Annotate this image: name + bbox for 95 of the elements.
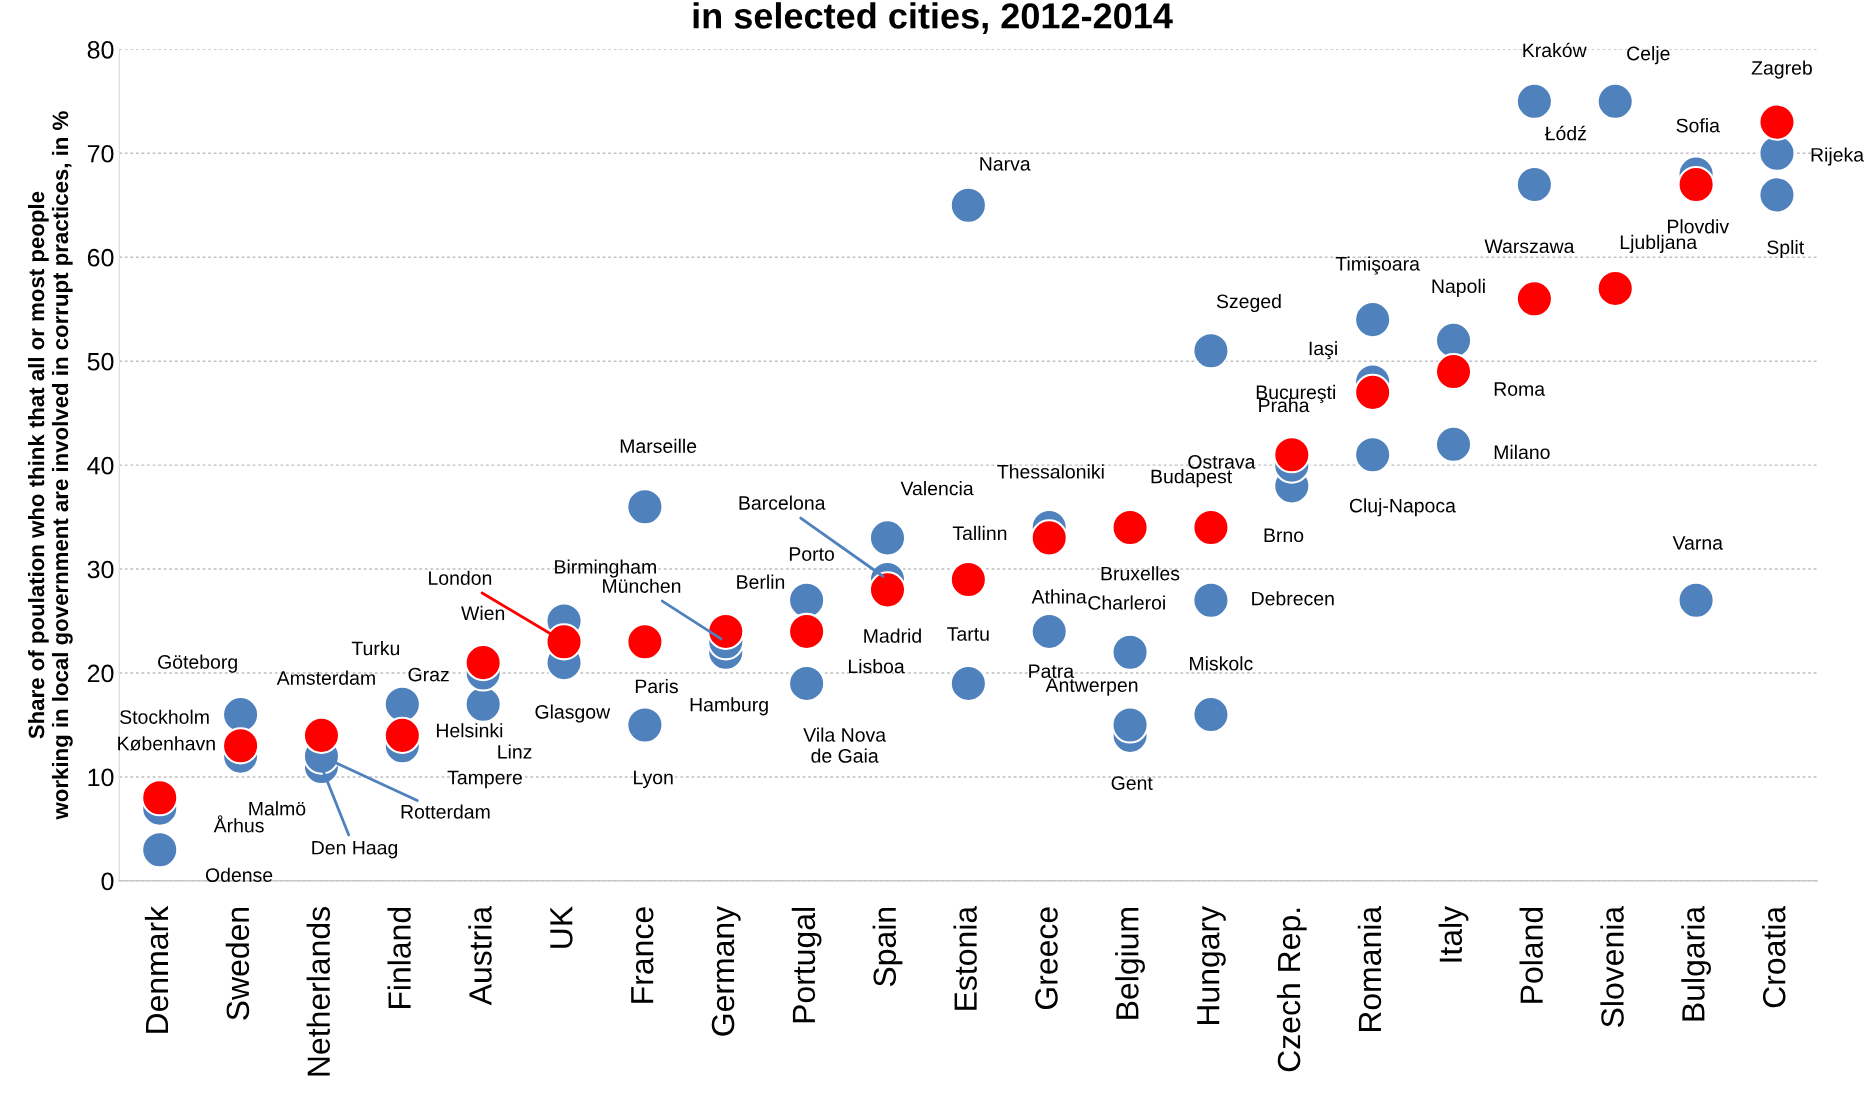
annotation: Thessaloniki bbox=[997, 464, 1104, 479]
x-tick-label: Croatia bbox=[1762, 905, 1786, 1008]
annotation: Athina bbox=[1031, 589, 1087, 604]
annotation: Gent bbox=[1111, 776, 1153, 790]
annotation: Madrid bbox=[864, 628, 921, 643]
x-tick-label: Romania bbox=[1357, 905, 1382, 1032]
annotation: Wien bbox=[461, 605, 505, 621]
x-tick-label: Czech Rep. bbox=[1276, 908, 1307, 1072]
annotation: Split bbox=[1767, 239, 1804, 259]
x-tick-label: Poland bbox=[1519, 907, 1543, 1003]
y-tick-label: 20 bbox=[87, 664, 114, 683]
annotation: Brno bbox=[1264, 528, 1304, 543]
annotation: Lisboa bbox=[848, 658, 905, 674]
annotation: Malmö bbox=[249, 801, 306, 816]
annotation: Napoli bbox=[1432, 278, 1485, 297]
annotation: Łódź bbox=[1544, 125, 1586, 141]
annotation: Berlin bbox=[737, 574, 785, 589]
annotation: Timişoara bbox=[1335, 256, 1420, 275]
x-tick-label: Slovenia bbox=[1600, 905, 1624, 1027]
y-tick-label: 70 bbox=[87, 144, 114, 163]
annotation: Tampere bbox=[447, 770, 522, 789]
annotation: Glasgow bbox=[535, 704, 611, 723]
annotation: Vila Nova de Gaia bbox=[803, 727, 887, 763]
annotation: Tartu bbox=[947, 627, 989, 641]
annotation: Rotterdam bbox=[401, 804, 490, 819]
y-tick-label: 60 bbox=[87, 248, 114, 267]
y-tick-label: 40 bbox=[87, 456, 114, 475]
annotation: Birmingham bbox=[555, 559, 656, 578]
annotation: Linz bbox=[498, 744, 532, 759]
annotation: Kraków bbox=[1523, 42, 1587, 58]
x-tick-label: Hungary bbox=[1197, 905, 1226, 1025]
annotation: Helsinki bbox=[436, 723, 503, 738]
annotation: Charleroi bbox=[1088, 595, 1165, 610]
annotation: Sofia bbox=[1676, 118, 1720, 133]
x-tick-label: Estonia bbox=[953, 905, 977, 1010]
y-tick-label: 30 bbox=[87, 560, 114, 579]
annotation: Iaşi bbox=[1309, 341, 1337, 360]
annotation: Budapest bbox=[1151, 469, 1233, 488]
x-tick-label: Sweden bbox=[225, 907, 250, 1020]
annotation: München bbox=[603, 578, 681, 593]
annotation: Hamburg bbox=[690, 697, 768, 716]
annotation: Antwerpen bbox=[1045, 678, 1138, 696]
annotation: Varna bbox=[1672, 536, 1723, 550]
annotation: Odense bbox=[205, 867, 273, 882]
annotation: Lyon bbox=[634, 770, 673, 789]
annotation: Porto bbox=[789, 547, 835, 561]
y-tick-label: 50 bbox=[87, 352, 114, 371]
x-tick-label: Austria bbox=[468, 905, 492, 1006]
annotation: Cluj-Napoca bbox=[1349, 498, 1456, 517]
x-tick-label: Belgium bbox=[1115, 907, 1145, 1019]
x-tick-label: Italy bbox=[1438, 905, 1469, 962]
annotation: Bruxelles bbox=[1101, 566, 1180, 581]
annotation: Graz bbox=[408, 667, 449, 682]
annotation: Roma bbox=[1494, 382, 1546, 396]
y-tick-label: 0 bbox=[101, 872, 114, 891]
annotation: Stockholm bbox=[120, 709, 209, 724]
x-tick-label: UK bbox=[550, 906, 573, 948]
annotation: Szeged bbox=[1216, 293, 1281, 313]
annotation: Celje bbox=[1627, 46, 1670, 65]
x-tick-label: France bbox=[631, 907, 654, 1003]
annotation: Milano bbox=[1494, 444, 1550, 460]
annotation: Tallinn bbox=[952, 525, 1007, 541]
annotation: København bbox=[118, 736, 215, 751]
annotation: Århus bbox=[213, 815, 264, 833]
annotation: Amsterdam bbox=[276, 670, 375, 685]
annotation: Rijeka bbox=[1811, 147, 1864, 166]
annotation: Debrecen bbox=[1252, 591, 1334, 606]
annotation: London bbox=[429, 570, 492, 585]
x-tick-label: Germany bbox=[711, 905, 741, 1036]
y-tick-label: 10 bbox=[88, 768, 114, 787]
annotation: Narva bbox=[980, 157, 1031, 171]
chart-title: in selected cities, 2012-2014 bbox=[693, 2, 1173, 34]
x-tick-label: Spain bbox=[872, 907, 903, 987]
annotation: Den Haag bbox=[312, 840, 398, 859]
annotation: Plovdiv bbox=[1668, 219, 1730, 234]
annotation: Zagreb bbox=[1751, 60, 1812, 79]
x-tick-label: Finland bbox=[387, 907, 411, 1009]
annotation: Miskolc bbox=[1190, 656, 1253, 671]
annotation: Paris bbox=[635, 678, 678, 694]
x-tick-label: Netherlands bbox=[306, 907, 331, 1076]
annotation: Ostrava bbox=[1188, 454, 1256, 469]
annotation: Turku bbox=[351, 641, 400, 656]
annotation: Patra bbox=[1029, 664, 1075, 679]
annotation: Ljubljana bbox=[1620, 234, 1698, 253]
annotation: Warszawa bbox=[1484, 239, 1575, 254]
x-tick-label: Greece bbox=[1035, 907, 1058, 1010]
x-tick-label: Portugal bbox=[791, 908, 822, 1023]
x-tick-label: Bulgaria bbox=[1681, 905, 1711, 1021]
y-axis-title: Share of poulation who think that all or most people working in local government are involved in corrupt practices, in % bbox=[27, 111, 73, 820]
annotation: Barcelona bbox=[739, 495, 826, 510]
annotation: Marseille bbox=[620, 438, 697, 454]
annotation: Göteborg bbox=[158, 654, 237, 673]
annotation: Valencia bbox=[900, 481, 974, 496]
y-tick-label: 80 bbox=[87, 40, 114, 59]
x-tick-label: Denmark bbox=[144, 905, 169, 1033]
